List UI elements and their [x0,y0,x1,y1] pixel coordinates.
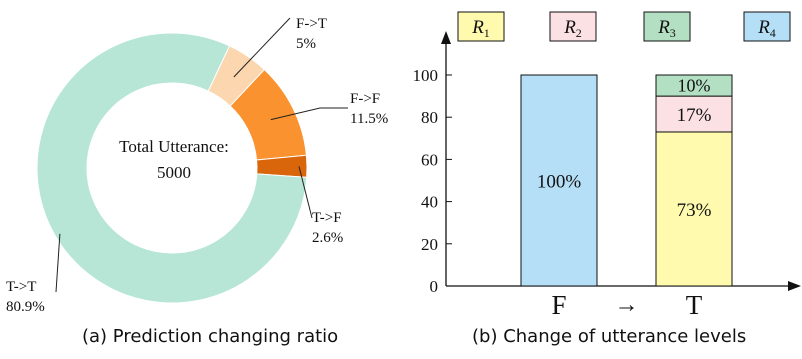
leader-line-f-f [270,107,348,121]
bar-f-r4 [520,74,598,287]
stacked-bar-chart: 0 20 40 60 80 100 100% 73% 17% 10% F T → R1 R2 R3 R4 [413,11,801,320]
y-tick-label: 40 [421,193,438,212]
bar-label-t-r1: 73% [677,200,712,221]
legend-swatch-r3 [643,11,691,42]
slice-percent-f-f: 11.5% [350,111,388,127]
donut-chart: F->T 5% F->F 11.5% T->F 2.6% T->T 80.9% Total Ut… [6,16,388,315]
x-axis-arrowhead [788,281,801,291]
x-tick-label-t: T [686,290,703,320]
bar-t-r2 [655,95,733,133]
center-label: Total Utterance: [119,137,229,156]
legend-swatch-r4 [743,11,791,42]
legend-label-r2: R2 [563,17,582,40]
slice-percent-t-f: 2.6% [312,230,343,246]
y-tick-label: 80 [421,108,438,127]
x-tick-label-f: F [551,290,566,320]
bar-label-f-r4: 100% [537,172,582,193]
slice-name-f-f: F->F [350,91,380,107]
slice-name-f-t: F->T [296,16,327,32]
legend-label-r3: R3 [657,17,676,40]
legend-label-r1: R1 [471,17,490,40]
legend-swatch-r1 [457,11,505,42]
caption-prediction-changing-ratio: (a) Prediction changing ratio [82,326,339,347]
donut-slice-t-t [36,32,308,304]
leader-line-f-t [233,17,291,78]
bar-label-t-r2: 17% [677,105,712,126]
y-axis-arrowhead [441,31,451,44]
legend-swatch-r2 [549,11,597,42]
x-transition-arrow: → [615,292,639,318]
legend-label-r4: R4 [757,17,776,40]
y-tick-label: 0 [430,277,439,296]
slice-name-t-t: T->T [6,279,36,295]
slice-percent-f-t: 5% [296,36,316,52]
slice-name-t-f: T->F [312,210,342,226]
bar-t-r3 [655,74,733,97]
y-tick-label: 100 [413,66,439,85]
slice-percent-t-t: 80.9% [6,299,45,315]
center-value: 5000 [157,163,191,182]
leader-line-t-t [55,233,61,293]
bar-t-r1 [655,131,733,287]
caption-change-of-utterance-levels: (b) Change of utterance levels [472,326,747,347]
leader-line-t-f [298,166,313,219]
bar-label-t-r3: 10% [678,76,711,96]
y-tick-label: 20 [421,235,438,254]
y-tick-label: 60 [421,150,438,169]
